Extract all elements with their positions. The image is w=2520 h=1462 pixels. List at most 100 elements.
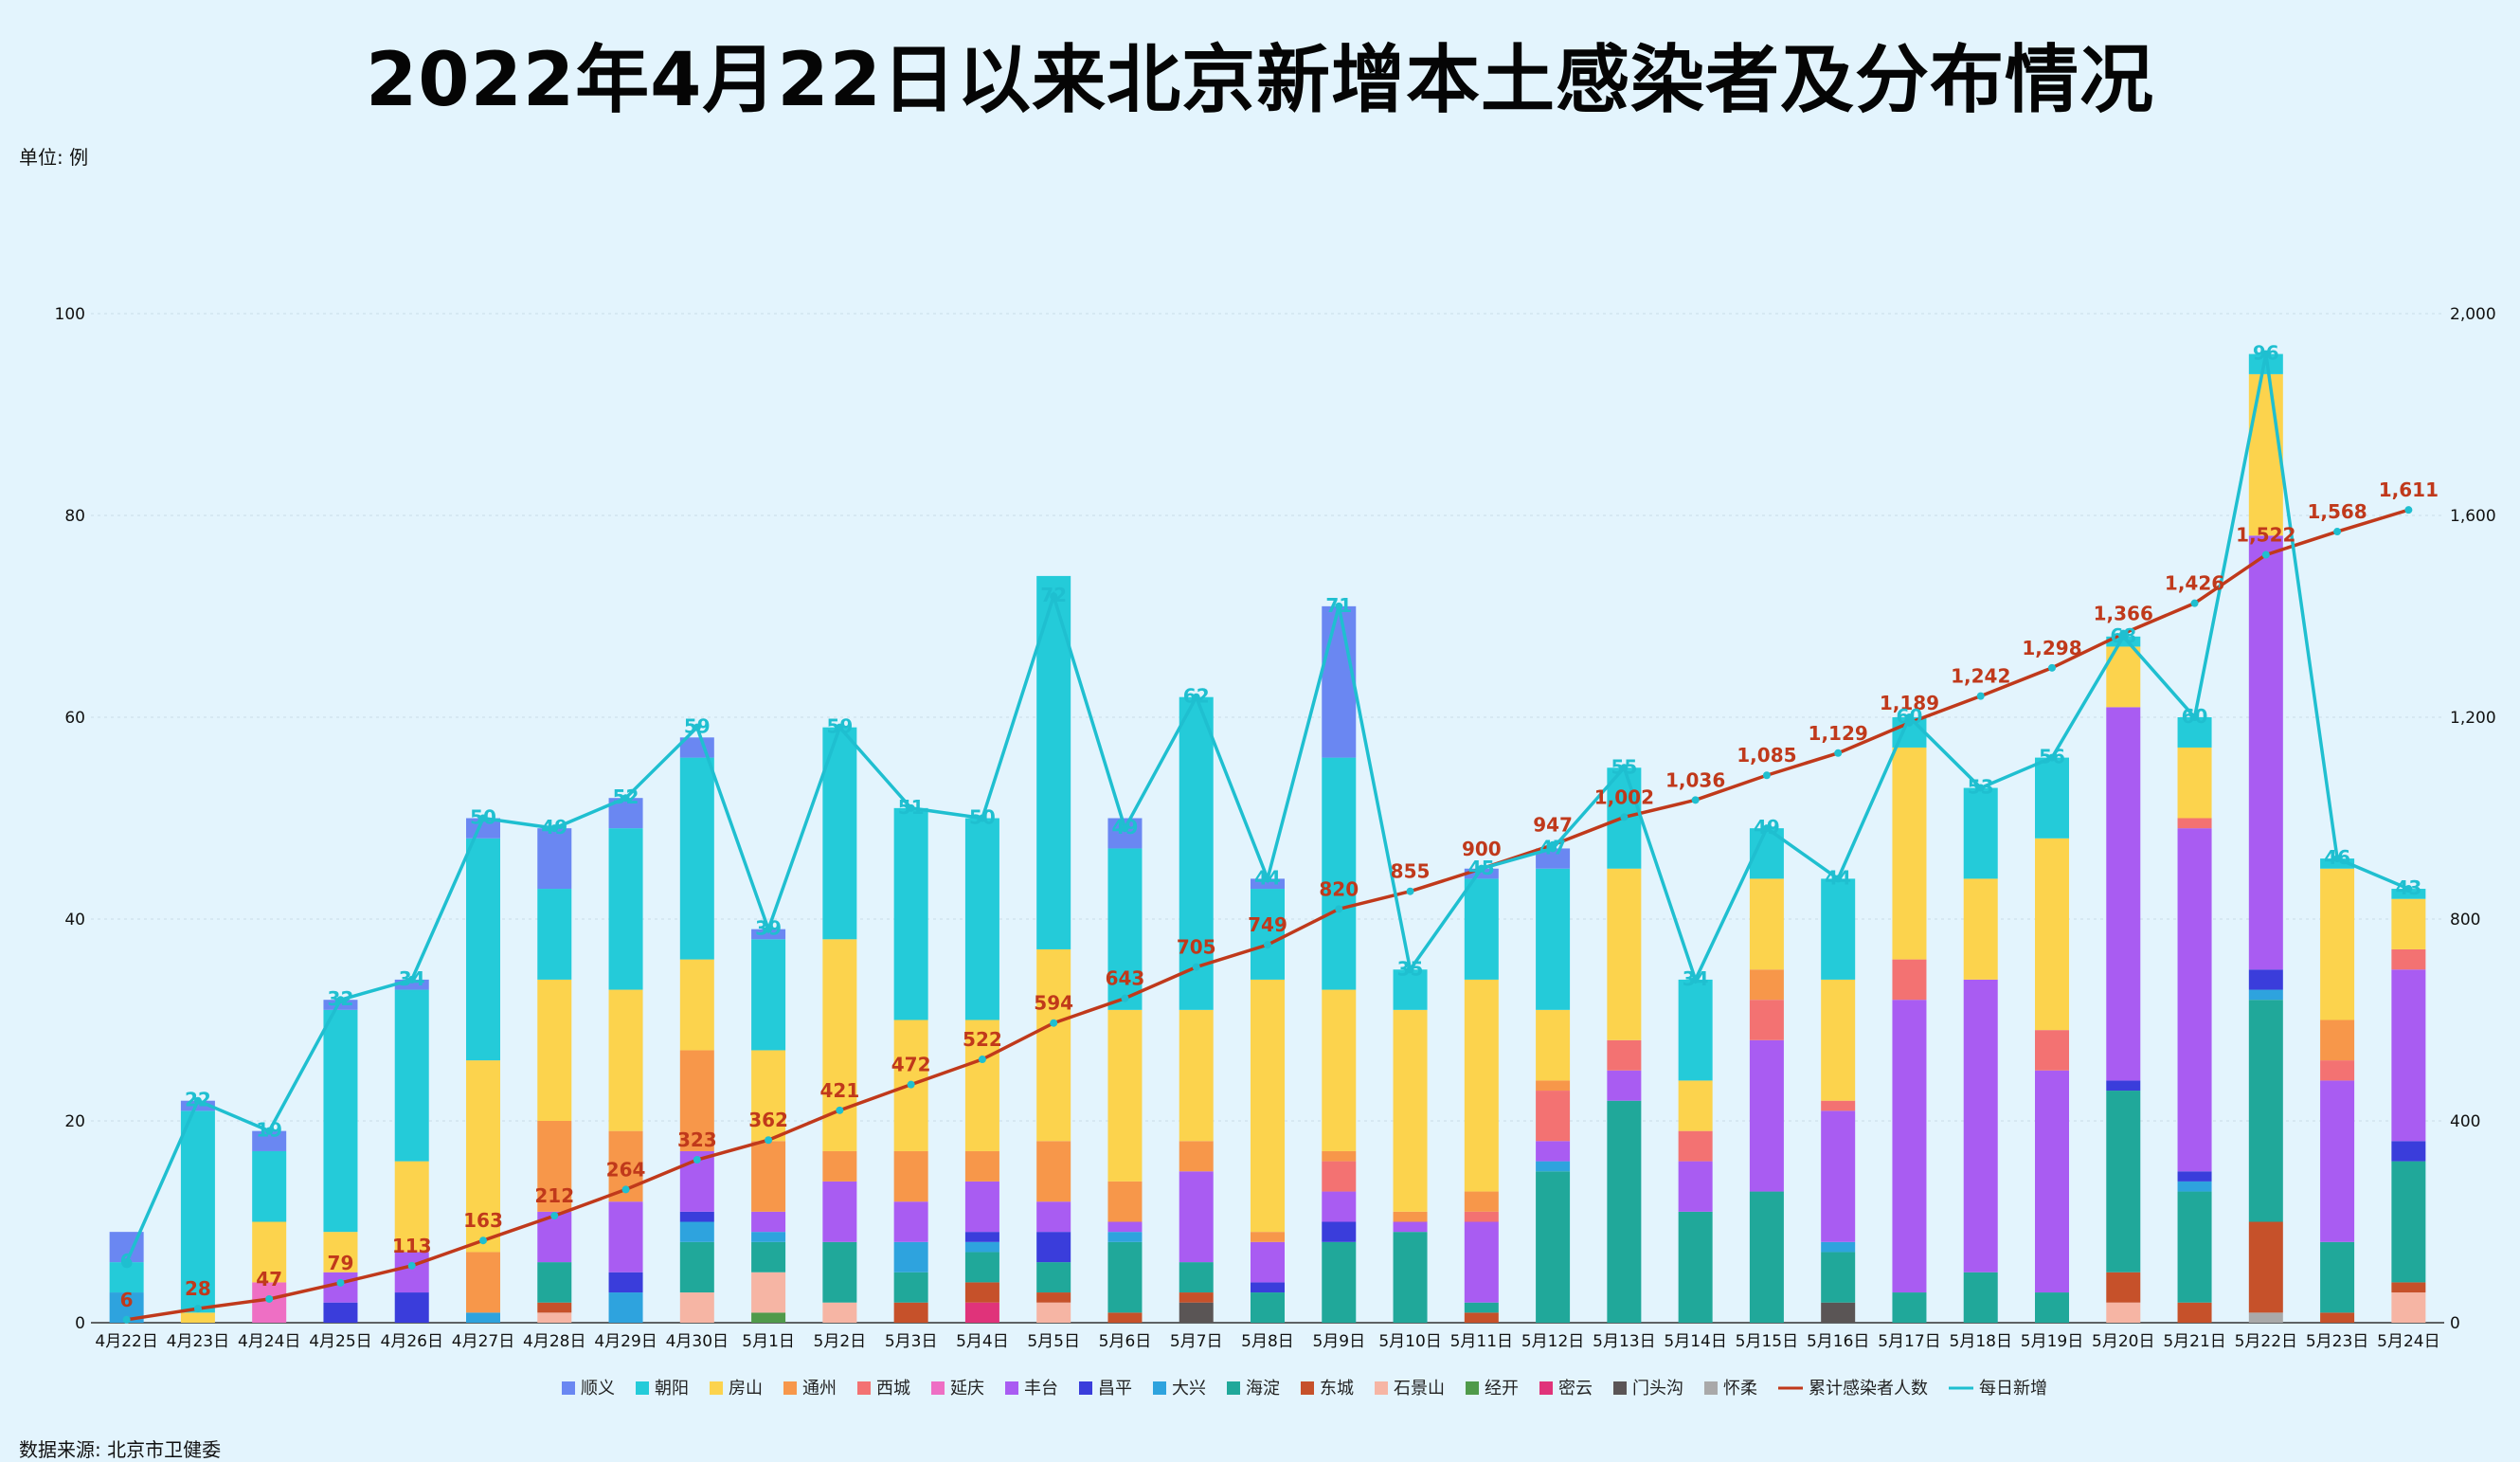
bar-segment (822, 1241, 857, 1303)
daily-data-label: 43 (2395, 876, 2421, 899)
legend-swatch (931, 1381, 945, 1395)
bar-segment (893, 1302, 928, 1323)
bar-segment (2248, 1221, 2283, 1313)
bar-segment (2248, 1000, 2283, 1222)
bar-segment (1963, 878, 1998, 980)
line-point (2404, 506, 2413, 514)
bar-segment (1036, 1292, 1071, 1303)
line-point (836, 723, 844, 731)
daily-data-label: 50 (969, 806, 996, 829)
bar-segment (964, 818, 999, 1020)
bar-segment (2248, 1312, 2283, 1323)
bar-segment (1036, 948, 1071, 1142)
bar-segment (2391, 889, 2426, 899)
bar-segment (2248, 969, 2283, 990)
line-point (978, 814, 986, 822)
cumulative-data-label: 1,426 (2165, 572, 2224, 595)
line-point (122, 1258, 131, 1267)
daily-data-label: 22 (185, 1089, 211, 1111)
bar-segment (1322, 989, 1357, 1151)
bar-segment (1536, 868, 1571, 1010)
bar-segment (1322, 605, 1357, 758)
cumulative-data-label: 855 (1391, 860, 1431, 883)
legend-swatch (857, 1381, 871, 1395)
legend-swatch (710, 1381, 723, 1395)
cumulative-data-label: 6 (120, 1289, 134, 1311)
bar-segment (537, 979, 572, 1121)
bar-segment (1251, 1232, 1285, 1242)
bar-segment (1036, 1232, 1071, 1263)
bar-segment (822, 1150, 857, 1182)
bar-segment (1892, 1292, 1927, 1323)
legend-label: 房山 (729, 1379, 763, 1399)
x-tick-label: 5月21日 (2163, 1332, 2225, 1351)
line-point (1335, 905, 1343, 913)
bar-segment (1251, 1241, 1285, 1283)
bar-segment (964, 1302, 999, 1323)
daily-data-label: 50 (470, 806, 496, 829)
bar-segment (1821, 979, 1856, 1101)
x-tick-label: 5月7日 (1170, 1332, 1223, 1351)
bar-segment (751, 939, 786, 1051)
legend-swatch (1301, 1381, 1314, 1395)
line-point (2261, 551, 2270, 559)
daily-data-label: 39 (755, 917, 782, 940)
bar-segment (394, 989, 429, 1162)
bar-segment (2106, 1091, 2141, 1272)
x-tick-label: 4月28日 (523, 1332, 585, 1351)
cumulative-data-label: 643 (1106, 967, 1145, 990)
bar-segment (1749, 969, 1784, 1001)
bar-segment (2248, 989, 2283, 1001)
bar-segment (2320, 1241, 2355, 1313)
line-point (907, 1080, 915, 1089)
bar-segment (1393, 1211, 1428, 1222)
bar-segment (1892, 959, 1927, 1001)
bar-segment (1322, 757, 1357, 990)
bar-segment (2106, 1302, 2141, 1323)
x-tick-label: 5月11日 (1450, 1332, 1513, 1351)
bar-segment (466, 1060, 500, 1253)
bar-segment (1892, 747, 1927, 960)
bar-segment (252, 1150, 287, 1222)
bar-segment (964, 1232, 999, 1242)
bar-segment (1036, 1262, 1071, 1293)
bar-segment (1036, 1201, 1071, 1233)
bar-segment (1179, 1292, 1214, 1303)
legend-swatch (562, 1381, 575, 1395)
line-point (336, 996, 345, 1004)
bar-segment (1107, 1221, 1143, 1233)
bar-segment (964, 1181, 999, 1233)
bar-segment (1393, 1232, 1428, 1323)
x-tick-label: 5月18日 (1950, 1332, 2012, 1351)
bar-segment (1963, 979, 1998, 1272)
line-point (1406, 966, 1414, 974)
bar-segment (1464, 868, 1499, 879)
y-left-tick-label: 100 (55, 305, 85, 324)
y-left-tick-label: 80 (64, 507, 85, 526)
bar-segment (1322, 1191, 1357, 1222)
line-point (836, 1106, 844, 1114)
bar-segment (537, 1262, 572, 1303)
line-point (122, 1315, 131, 1324)
line-point (1834, 875, 1843, 883)
line-point (693, 723, 701, 731)
bar-segment (2320, 1080, 2355, 1242)
cumulative-data-label: 28 (185, 1277, 211, 1300)
bar-segment (537, 828, 572, 890)
bar-segment (2177, 818, 2212, 829)
bar-segment (1107, 1009, 1143, 1182)
y-left-tick-label: 60 (64, 709, 85, 728)
bar-segment (751, 1211, 786, 1233)
bar-segment (2320, 1020, 2355, 1061)
line-point (265, 1294, 274, 1303)
line-point (1121, 994, 1129, 1002)
line-point (1905, 718, 1914, 727)
x-tick-label: 4月22日 (95, 1332, 157, 1351)
legend-label: 石景山 (1394, 1379, 1445, 1399)
bar-segment (1464, 1221, 1499, 1303)
daily-data-label: 60 (1897, 705, 1923, 728)
cumulative-data-label: 362 (748, 1109, 788, 1131)
line-point (2119, 632, 2128, 641)
cumulative-data-label: 163 (463, 1209, 503, 1232)
